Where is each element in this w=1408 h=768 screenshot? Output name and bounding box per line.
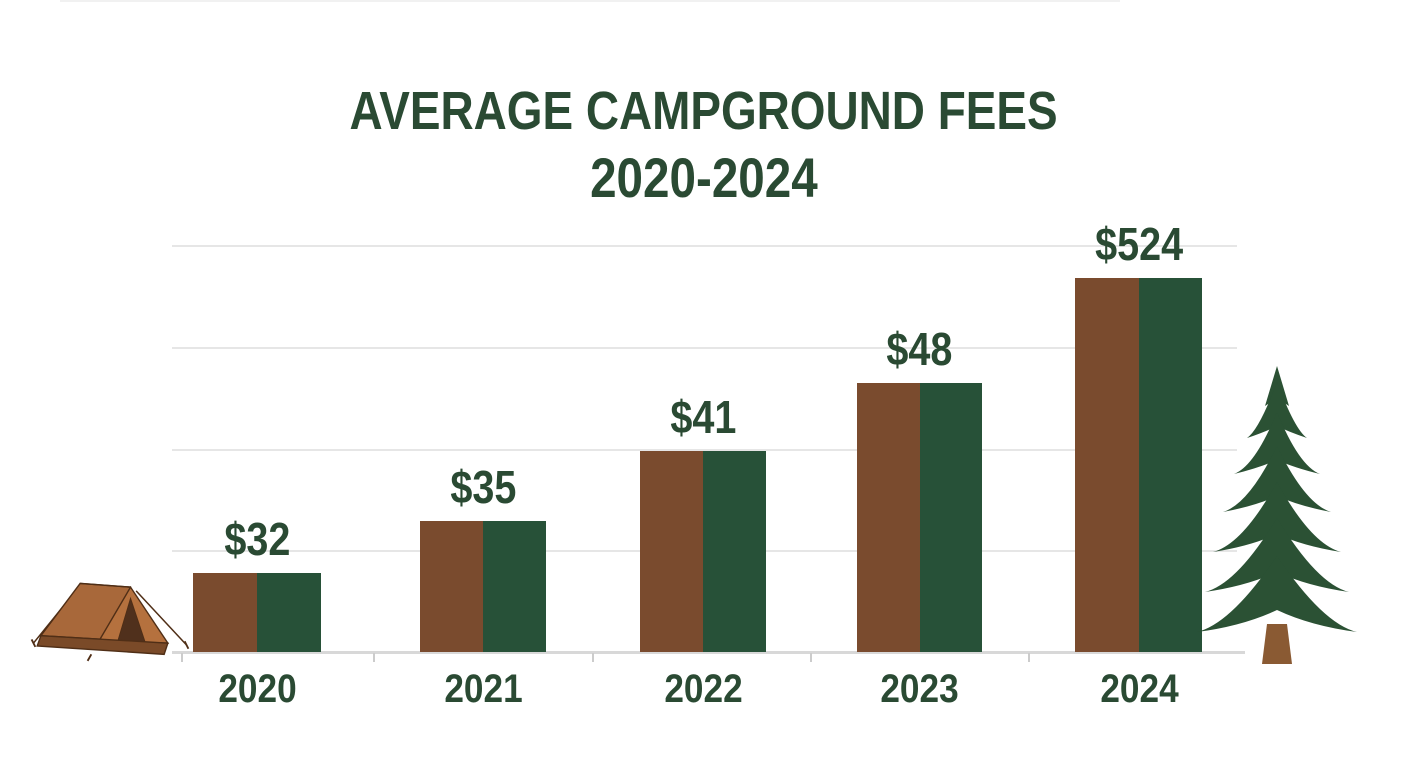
bar-2022-brown-segment bbox=[640, 451, 703, 652]
chart-title-text: AVERAGE CAMPGROUND FEES bbox=[349, 81, 1059, 141]
axis-tick-1 bbox=[181, 653, 183, 662]
bar-2020-green-segment bbox=[257, 573, 321, 652]
bar-2021-brown-segment bbox=[420, 521, 483, 652]
value-label-2023: $48 bbox=[885, 323, 953, 375]
bar-2021 bbox=[420, 521, 546, 652]
x-axis-line bbox=[172, 651, 1245, 654]
bar-2023-brown-segment bbox=[857, 383, 920, 652]
bar-2022 bbox=[640, 451, 766, 652]
axis-tick-4 bbox=[810, 653, 812, 662]
bar-2021-green-segment bbox=[483, 521, 546, 652]
bar-2024-green-segment bbox=[1138, 278, 1202, 652]
bar-2023 bbox=[857, 383, 982, 652]
value-label-2024: $524 bbox=[1094, 218, 1184, 270]
category-label-2023: 2023 bbox=[879, 667, 959, 711]
value-label-2020: $32 bbox=[223, 513, 291, 565]
bar-2024 bbox=[1075, 278, 1202, 652]
category-label-2020: 2020 bbox=[217, 667, 297, 711]
bar-2020 bbox=[193, 573, 321, 652]
category-label-2024: 2024 bbox=[1099, 667, 1179, 711]
axis-tick-2 bbox=[373, 653, 375, 662]
chart-subtitle-text: 2020-2024 bbox=[590, 146, 818, 209]
category-label-2022: 2022 bbox=[663, 667, 743, 711]
gridline-2 bbox=[172, 347, 1237, 349]
axis-tick-3 bbox=[592, 653, 594, 662]
chart-subtitle: 2020-2024 bbox=[0, 148, 1408, 208]
bar-2023-green-segment bbox=[919, 383, 982, 652]
bar-2020-brown-segment bbox=[193, 573, 257, 652]
top-edge-artifact bbox=[60, 0, 1120, 2]
value-label-2022: $41 bbox=[669, 391, 737, 443]
gridline-1 bbox=[172, 245, 1237, 247]
value-label-2021: $35 bbox=[449, 461, 517, 513]
axis-tick-5 bbox=[1028, 653, 1030, 662]
bar-2022-green-segment bbox=[703, 451, 766, 652]
gridline-3 bbox=[172, 449, 1237, 451]
chart-title: AVERAGE CAMPGROUND FEES bbox=[0, 82, 1408, 140]
category-label-2021: 2021 bbox=[443, 667, 523, 711]
pine-tree-icon bbox=[1197, 366, 1357, 664]
bar-2024-brown-segment bbox=[1075, 278, 1139, 652]
tent-icon bbox=[30, 582, 190, 662]
